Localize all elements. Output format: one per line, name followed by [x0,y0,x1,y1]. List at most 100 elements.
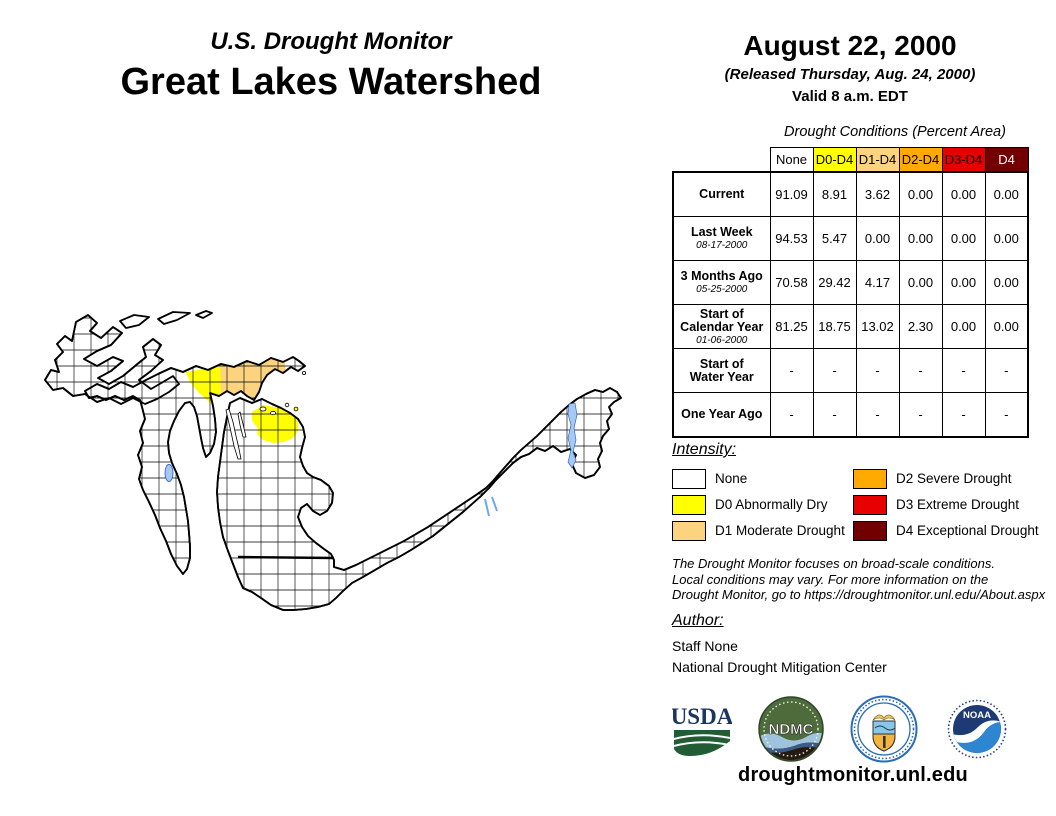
report-supertitle: U.S. Drought Monitor [210,28,452,55]
value-cell: - [898,392,943,438]
value-cell: 0.00 [855,216,900,261]
legend-item: D4 Exceptional Drought [853,520,1039,541]
value-cell: - [855,348,900,393]
noaa-logo-text: NOAA [963,710,991,721]
value-cell: - [898,348,943,393]
row-label-cell: Last Week 08-17-2000 [672,216,771,261]
value-cell: 81.25 [769,304,814,349]
value-cell: - [941,348,986,393]
date-block: August 22, 2000 (Released Thursday, Aug.… [655,30,1045,105]
value-cell: 70.58 [769,260,814,305]
legend-label: D0 Abnormally Dry [715,497,828,512]
value-cell: 29.42 [812,260,857,305]
value-cell: 2.30 [898,304,943,349]
table-row: Start of Calendar Year 01-06-2000 81.25 18.7… [672,304,1029,349]
value-cell: 0.00 [984,304,1029,349]
value-cell: 0.00 [941,171,986,217]
value-cell: - [812,392,857,438]
table-row: One Year Ago - - - - - - [672,392,1029,438]
noaa-logo: NOAA [945,697,1009,761]
row-label-cell: Current [672,171,771,217]
legend-item: D2 Severe Drought [853,468,1039,489]
title-block: U.S. Drought Monitor Great Lakes Watersh… [0,28,662,104]
disclaimer-line: Local conditions may vary. For more info… [672,571,989,587]
legend-item: D1 Moderate Drought [672,520,853,541]
value-cell: 0.00 [941,216,986,261]
author-block: Author: Staff None National Drought Miti… [672,612,887,675]
table-corner-cell [673,148,770,173]
value-cell: - [812,348,857,393]
value-cell: 3.62 [855,171,900,217]
eagle-icon [872,714,896,721]
value-cell: 0.00 [898,260,943,305]
value-cell: 0.00 [941,260,986,305]
legend-swatch [672,494,706,515]
website-url: droughtmonitor.unl.edu [738,764,968,786]
legend-item: D0 Abnormally Dry [672,494,853,515]
value-cell: 0.00 [941,304,986,349]
table-row: Current 91.09 8.91 3.62 0.00 0.00 0.00 [672,171,1029,217]
disclaimer-text: The Drought Monitor focuses on broad-sca… [672,556,1045,603]
inland-lakes [164,402,578,517]
legend-label: D2 Severe Drought [896,471,1012,486]
page-title: Great Lakes Watershed [120,61,542,103]
disclaimer-line: Drought Monitor, go to https://droughtmo… [672,587,1046,602]
legend-swatch [672,520,706,541]
report-date: August 22, 2000 [743,30,957,61]
seagull-icon [953,720,1001,743]
legend-heading: Intensity: [672,441,737,458]
legend-label: None [715,471,748,486]
column-header-none: None [769,147,814,173]
released-date: (Released Thursday, Aug. 24, 2000) [724,66,976,83]
column-header-d4: D4 [984,147,1029,173]
value-cell: - [941,392,986,438]
value-cell: 8.91 [812,171,857,217]
legend-label: D3 Extreme Drought [896,497,1020,512]
ndmc-logo-text: NDMC [769,721,814,738]
intensity-legend: Intensity: None D0 Abnormally Dry D1 Moder… [672,441,1042,546]
legend-label: D1 Moderate Drought [715,523,845,538]
value-cell: - [984,348,1029,393]
watershed-outline-top [44,314,622,611]
column-header-d3-d4: D3-D4 [941,147,986,173]
legend-label: D4 Exceptional Drought [896,523,1039,538]
legend-swatch [853,520,887,541]
column-header-d1-d4: D1-D4 [855,147,900,173]
state-border-line [237,555,335,560]
table-row: Last Week 08-17-2000 94.53 5.47 0.00 0.00 0.00… [672,216,1029,261]
table-caption: Drought Conditions (Percent Area) [784,124,1006,140]
value-cell: 5.47 [812,216,857,261]
value-cell: 94.53 [769,216,814,261]
agency-logos: USDA NDMC [672,695,1010,763]
row-label-cell: Start of Water Year [672,348,771,393]
value-cell: - [855,392,900,438]
d1-area-upper-peninsula [220,354,286,401]
value-cell: 0.00 [898,171,943,217]
value-cell: - [769,392,814,438]
d0-area-lower-michigan [252,405,298,443]
drought-conditions-table: None D0-D4 D1-D4 D2-D4 D3-D4 D4 Current 91.09 8.… [672,147,1029,438]
row-label-cell: 3 Months Ago 05-25-2000 [672,260,771,305]
disclaimer-line: The Drought Monitor focuses on broad-sca… [672,556,996,571]
ship-icon [874,725,896,731]
author-organization: National Drought Mitigation Center [672,659,887,675]
traverse-bay-inlets [225,408,247,460]
value-cell: 0.00 [898,216,943,261]
value-cell: 18.75 [812,304,857,349]
value-cell: - [984,392,1029,438]
value-cell: - [769,348,814,393]
valid-time: Valid 8 a.m. EDT [792,88,908,105]
legend-swatch [853,468,887,489]
watershed-outline [44,310,622,611]
author-name: Staff None [672,638,738,654]
row-label-cell: Start of Calendar Year 01-06-2000 [672,304,771,349]
commerce-seal-logo [850,695,918,763]
county-boundaries [45,315,621,610]
value-cell: 0.00 [984,260,1029,305]
mackinac-islands [259,370,306,416]
author-heading: Author: [672,612,724,629]
value-cell: 4.17 [855,260,900,305]
legend-item: D3 Extreme Drought [853,494,1039,515]
legend-item: None [672,468,853,489]
